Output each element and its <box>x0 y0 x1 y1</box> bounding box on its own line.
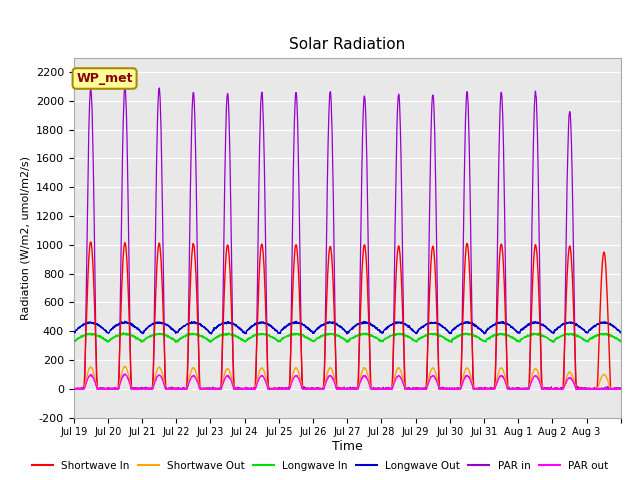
Legend: Shortwave In, Shortwave Out, Longwave In, Longwave Out, PAR in, PAR out: Shortwave In, Shortwave Out, Longwave In… <box>28 456 612 475</box>
Y-axis label: Radiation (W/m2, umol/m2/s): Radiation (W/m2, umol/m2/s) <box>20 156 30 320</box>
Title: Solar Radiation: Solar Radiation <box>289 37 405 52</box>
Text: WP_met: WP_met <box>76 72 133 85</box>
X-axis label: Time: Time <box>332 440 363 453</box>
